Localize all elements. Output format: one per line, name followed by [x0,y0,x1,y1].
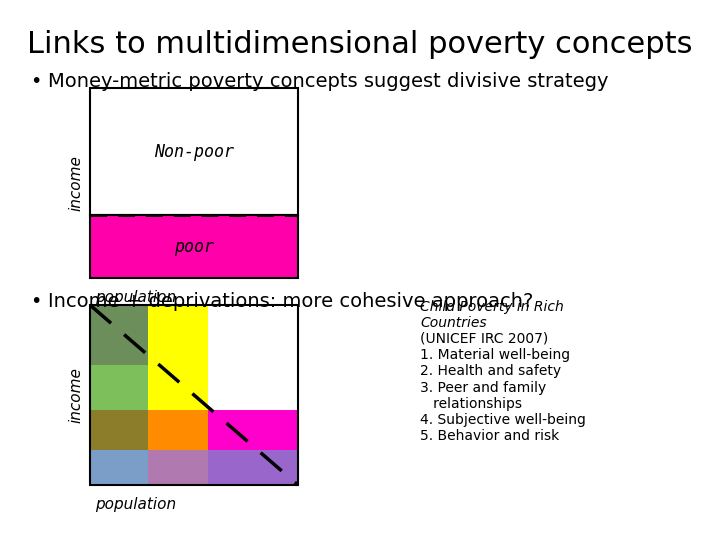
Text: Child Poverty in Rich
Countries: Child Poverty in Rich Countries [420,300,564,330]
Bar [148,365,208,410]
Text: Links to multidimensional poverty concepts: Links to multidimensional poverty concep… [27,30,693,59]
Bar [208,450,298,485]
Text: •: • [30,292,41,311]
Bar [90,410,148,450]
Text: population: population [95,497,176,512]
Text: •: • [30,72,41,91]
Bar [90,305,148,365]
Text: income: income [68,155,84,211]
Bar [148,450,208,485]
Bar [148,410,208,450]
Text: Non-poor: Non-poor [154,143,234,160]
Bar [90,305,298,485]
Bar [90,88,298,215]
Bar [90,365,148,410]
Bar [208,410,298,450]
Text: population: population [95,290,176,305]
Bar [90,450,148,485]
Bar [90,215,298,278]
Bar [148,305,208,365]
Text: Money-metric poverty concepts suggest divisive strategy: Money-metric poverty concepts suggest di… [48,72,608,91]
Text: poor: poor [174,238,214,255]
Text: (UNICEF IRC 2007)
1. Material well-being
2. Health and safety
3. Peer and family: (UNICEF IRC 2007) 1. Material well-being… [420,332,586,443]
Text: income: income [68,367,84,423]
Text: Income + deprivations: more cohesive approach?: Income + deprivations: more cohesive app… [48,292,534,311]
